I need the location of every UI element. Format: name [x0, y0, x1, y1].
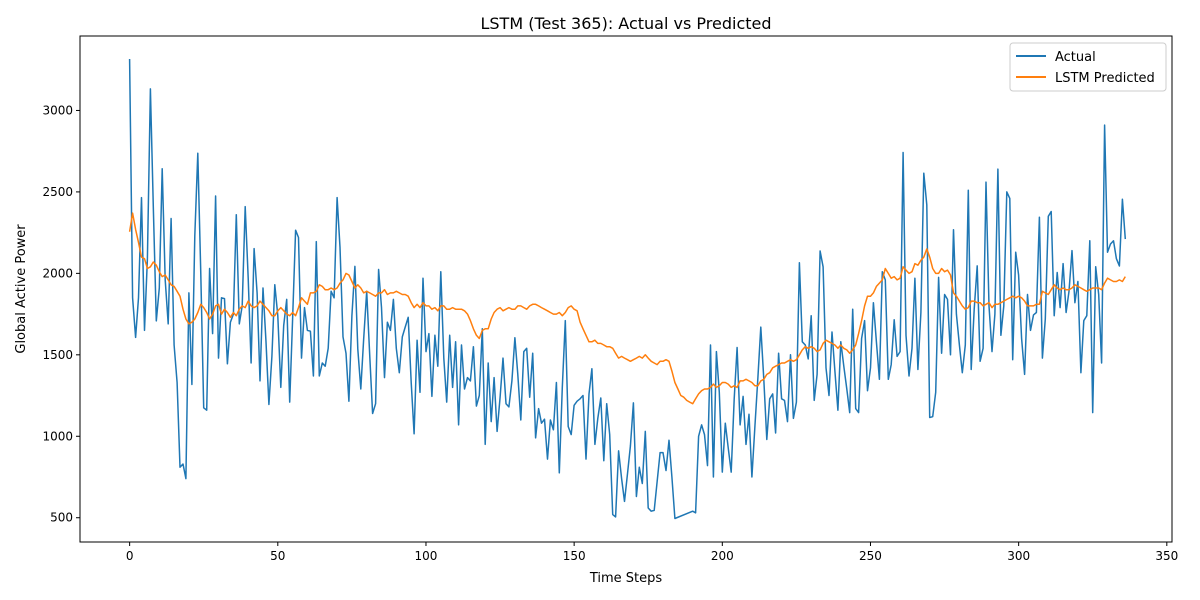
y-tick-label: 2000 — [42, 266, 73, 280]
x-tick-label: 100 — [415, 549, 438, 563]
y-axis: 500 1000 1500 2000 2500 3000 — [42, 103, 80, 525]
x-tick-label: 0 — [126, 549, 134, 563]
x-tick-label: 250 — [859, 549, 882, 563]
legend-label-actual: Actual — [1055, 50, 1096, 65]
x-tick-label: 150 — [563, 549, 586, 563]
plot-area — [79, 35, 1173, 543]
y-axis-label: Global Active Power — [14, 224, 29, 354]
legend-label-lstm-predicted: LSTM Predicted — [1055, 71, 1155, 86]
y-tick-label: 500 — [50, 511, 73, 525]
x-axis-label: Time Steps — [589, 571, 663, 586]
legend-box — [1009, 42, 1167, 92]
y-tick-label: 1000 — [42, 429, 73, 443]
chart-title: LSTM (Test 365): Actual vs Predicted — [480, 14, 771, 33]
series-line-lstm-predicted — [128, 212, 1126, 405]
y-tick-label: 2500 — [42, 185, 73, 199]
legend: Actual LSTM Predicted — [1009, 42, 1167, 92]
x-axis: 0 50 100 150 200 250 300 350 — [126, 542, 1178, 563]
y-tick-label: 3000 — [42, 103, 73, 117]
y-tick-label: 1500 — [42, 348, 73, 362]
series-layer — [128, 58, 1127, 520]
series-line-actual — [128, 58, 1127, 520]
x-tick-label: 300 — [1007, 549, 1030, 563]
x-tick-label: 200 — [711, 549, 734, 563]
plot-frame — [79, 35, 1173, 543]
x-tick-label: 50 — [270, 549, 285, 563]
x-tick-label: 350 — [1155, 549, 1178, 563]
